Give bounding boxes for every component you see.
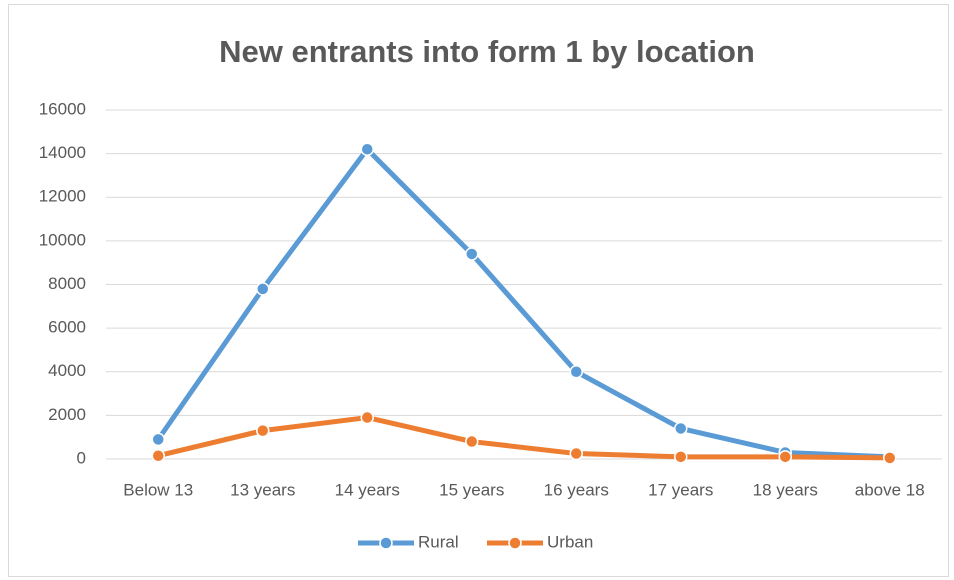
chart-title: New entrants into form 1 by location — [219, 34, 755, 69]
point-marker — [360, 410, 374, 425]
y-tick-label: 2000 — [48, 405, 86, 424]
x-tick-label: Below 13 — [123, 480, 193, 499]
point-marker — [883, 451, 897, 465]
legend-marker — [508, 536, 522, 550]
point-marker — [674, 450, 688, 464]
legend-label: Rural — [418, 532, 459, 551]
point-marker — [360, 142, 374, 157]
point-marker — [256, 423, 270, 438]
series-line — [155, 415, 893, 461]
point-marker — [465, 247, 479, 261]
point-marker — [465, 434, 479, 449]
x-tick-label: 18 years — [753, 480, 818, 499]
x-tick-label: 14 years — [335, 480, 400, 499]
point-marker — [569, 365, 583, 379]
point-marker — [674, 421, 688, 436]
point-marker — [151, 448, 165, 463]
y-tick-label: 16000 — [39, 99, 86, 118]
y-tick-label: 14000 — [39, 143, 86, 162]
x-tick-label: above 18 — [855, 480, 925, 499]
y-tick-label: 0 — [77, 448, 86, 467]
chart-frame — [8, 4, 949, 577]
legend-label: Urban — [547, 532, 593, 551]
point-marker — [778, 450, 792, 464]
legend-marker — [379, 536, 393, 550]
point-marker — [569, 446, 583, 461]
y-tick-label: 4000 — [48, 361, 86, 380]
point-marker — [151, 432, 165, 447]
y-tick-label: 10000 — [39, 230, 86, 249]
series-line — [155, 146, 893, 460]
x-tick-label: 17 years — [648, 480, 713, 499]
x-tick-label: 15 years — [439, 480, 504, 499]
point-marker — [256, 282, 270, 296]
x-tick-label: 13 years — [230, 480, 295, 499]
y-tick-label: 8000 — [48, 274, 86, 293]
y-tick-label: 12000 — [39, 187, 86, 206]
x-tick-label: 16 years — [544, 480, 609, 499]
y-tick-label: 6000 — [48, 318, 86, 337]
